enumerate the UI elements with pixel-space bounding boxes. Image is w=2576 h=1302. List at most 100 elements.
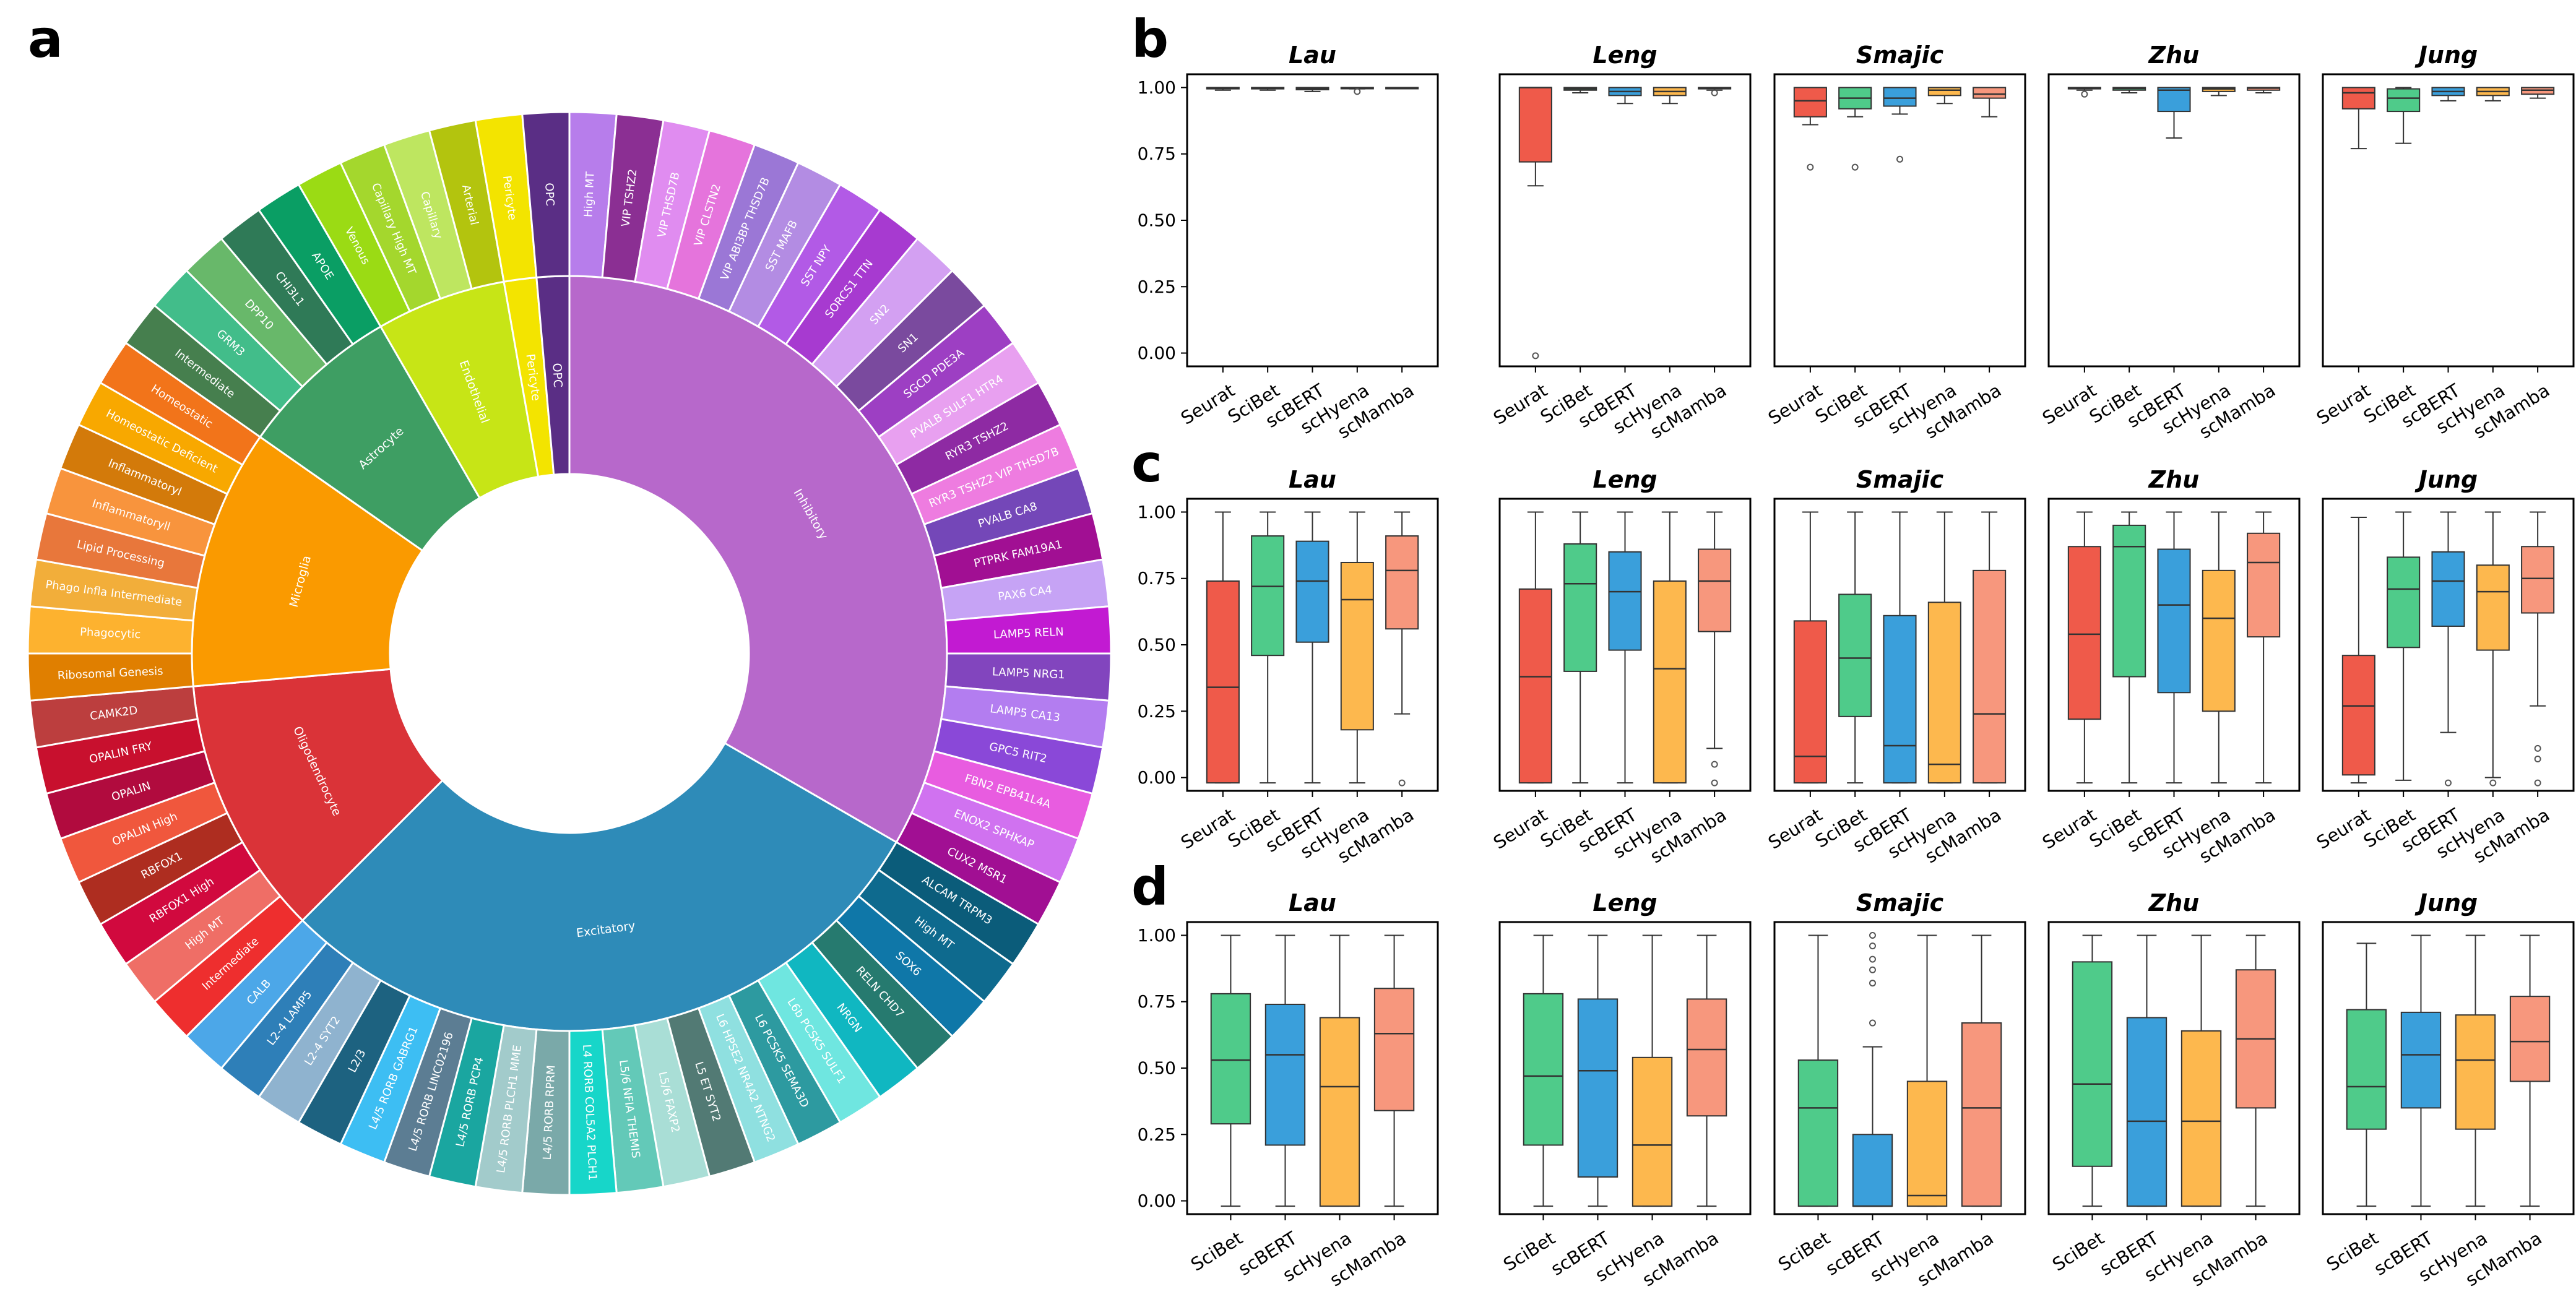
box-scmamba xyxy=(1686,934,1727,1207)
box-scmamba xyxy=(1385,511,1419,787)
y-tick-label: 0.75 xyxy=(1138,991,1176,1012)
box-scbert xyxy=(1852,931,1893,1207)
box-scmamba xyxy=(1698,87,1732,97)
x-tick-label: Seurat xyxy=(1177,379,1238,429)
x-tick-label: Seurat xyxy=(2313,379,2374,429)
subplot-title: Lau xyxy=(1289,41,1336,69)
box-schyena xyxy=(1632,934,1673,1207)
box-scbert xyxy=(1577,934,1619,1207)
x-tick-label: Seurat xyxy=(2039,804,2100,853)
subplot-title: Lau xyxy=(1289,889,1336,916)
box-schyena xyxy=(1653,87,1687,105)
box-scibet xyxy=(1523,934,1564,1207)
subplot-title: Leng xyxy=(1593,41,1657,69)
sunburst-subtype-label-microglia-phagocytic: Phagocytic xyxy=(80,626,141,641)
subplot-b-lau: Lau0.000.250.500.751.00SeuratSciBetscBER… xyxy=(1138,41,1439,443)
box-scibet xyxy=(1838,511,1872,784)
outlier-point xyxy=(1398,779,1406,787)
box-iqr xyxy=(2346,1009,2387,1130)
box-seurat xyxy=(1206,511,1240,784)
outlier-point xyxy=(1711,779,1718,787)
box-iqr xyxy=(1927,87,1961,97)
plot-frame xyxy=(2322,921,2575,1215)
outlier-point xyxy=(2489,779,2497,787)
sunburst-subtype-label-inhibitory-lamp5-nrg1: LAMP5 NRG1 xyxy=(992,665,1065,681)
subplot-title: Jung xyxy=(2414,889,2478,916)
panel-b: Lau0.000.250.500.751.00SeuratSciBetscBER… xyxy=(1138,41,2575,443)
box-schyena xyxy=(1906,934,1948,1207)
outlier-point xyxy=(1851,163,1859,171)
y-tick-label: 0.50 xyxy=(1138,635,1176,655)
box-iqr xyxy=(2157,87,2191,113)
x-tick-label: Seurat xyxy=(2039,379,2100,429)
box-seurat xyxy=(2067,87,2101,98)
panel-letter-b: b xyxy=(1131,9,1169,69)
subplot-title: Leng xyxy=(1593,466,1657,493)
box-schyena xyxy=(1653,511,1687,784)
sunburst-subtype-label-opc-opc: OPC xyxy=(542,183,556,206)
box-iqr xyxy=(1518,87,1552,163)
x-tick-label: Seurat xyxy=(1490,379,1551,429)
outlier-point xyxy=(1869,980,1876,987)
y-tick-label: 0.25 xyxy=(1138,1124,1176,1145)
box-schyena xyxy=(2476,511,2510,787)
box-iqr xyxy=(2157,548,2191,694)
box-scibet xyxy=(1838,87,1872,171)
box-scmamba xyxy=(1973,87,2007,118)
box-scibet xyxy=(2072,934,2113,1207)
box-iqr xyxy=(2455,1014,2496,1130)
panel-letter-c: c xyxy=(1131,433,1162,494)
outlier-point xyxy=(2534,779,2541,787)
box-scmamba xyxy=(1973,511,2007,784)
box-iqr xyxy=(1608,551,1642,651)
box-scbert xyxy=(1883,87,1917,163)
box-iqr xyxy=(2067,546,2101,720)
box-scbert xyxy=(2431,511,2465,787)
box-scmamba xyxy=(2247,87,2281,94)
subplot-title: Smajic xyxy=(1856,41,1944,69)
box-iqr xyxy=(1927,601,1961,784)
x-tick-label: Seurat xyxy=(2313,804,2374,853)
subplot-title: Leng xyxy=(1593,889,1657,916)
box-iqr xyxy=(1653,580,1687,784)
box-scbert xyxy=(2431,87,2465,101)
outlier-point xyxy=(1869,955,1876,963)
box-iqr xyxy=(2400,1011,2442,1109)
y-tick-label: 0.75 xyxy=(1138,568,1176,588)
box-scmamba xyxy=(1698,511,1732,787)
box-seurat xyxy=(1793,87,1827,171)
box-scmamba xyxy=(1373,934,1415,1207)
box-iqr xyxy=(1883,614,1917,784)
box-iqr xyxy=(1563,543,1597,672)
y-tick-label: 1.00 xyxy=(1138,925,1176,946)
plot-frame xyxy=(1186,73,1439,368)
box-scbert xyxy=(2400,934,2442,1207)
box-iqr xyxy=(1973,569,2007,784)
box-iqr xyxy=(1251,535,1285,657)
plot-frame xyxy=(2322,73,2575,368)
box-scmamba xyxy=(2235,934,2276,1207)
x-tick-label: Seurat xyxy=(1490,804,1551,853)
box-schyena xyxy=(2476,87,2510,101)
box-scibet xyxy=(1563,87,1597,94)
box-iqr xyxy=(1797,1059,1839,1207)
box-iqr xyxy=(2387,88,2421,113)
sunburst-subtype-label-inhibitory-lamp5-reln: LAMP5 RELN xyxy=(993,626,1064,642)
box-iqr xyxy=(1973,87,2007,99)
box-scbert xyxy=(1295,511,1329,784)
box-scibet xyxy=(1210,934,1251,1207)
x-tick-label: SciBet xyxy=(1187,1227,1247,1275)
box-iqr xyxy=(2112,524,2146,678)
box-seurat xyxy=(2067,511,2101,784)
box-iqr xyxy=(1210,993,1251,1125)
box-scmamba xyxy=(2247,511,2281,784)
box-iqr xyxy=(1906,1080,1948,1207)
box-iqr xyxy=(2431,551,2465,627)
